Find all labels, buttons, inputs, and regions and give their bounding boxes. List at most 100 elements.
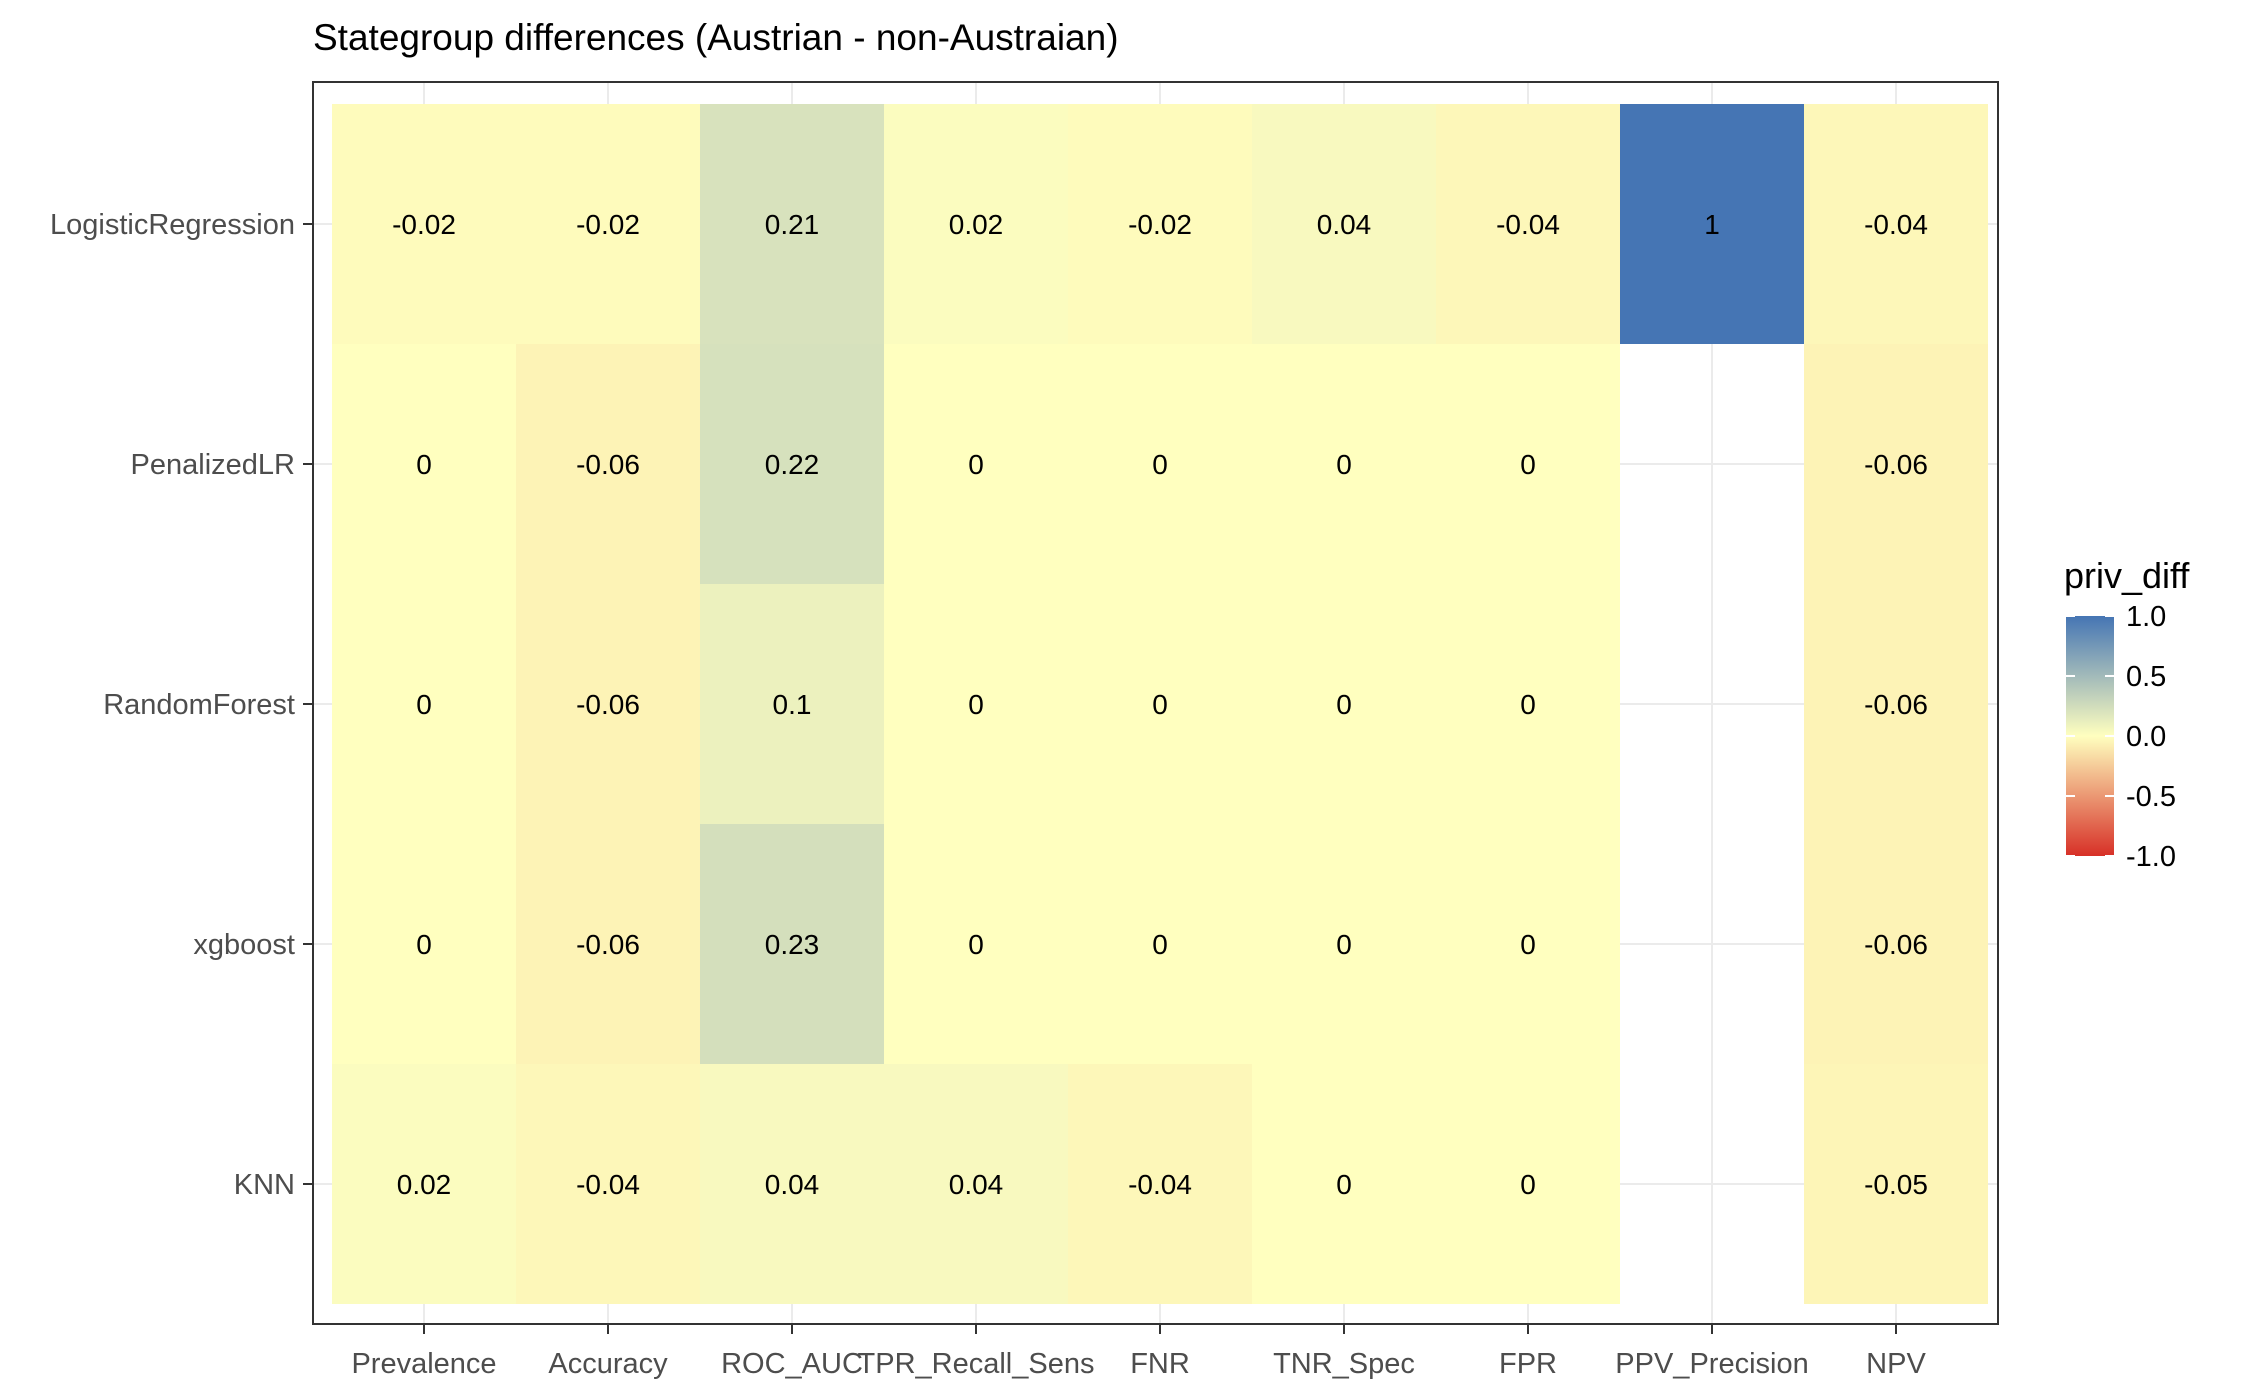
x-tick-label: FPR <box>1499 1348 1557 1380</box>
heatmap-cell <box>332 584 516 824</box>
heatmap-cell <box>1436 824 1620 1064</box>
heatmap-cell <box>700 344 884 584</box>
x-tick-label: ROC_AUC <box>721 1348 863 1380</box>
cell-value-label: 0.04 <box>1317 209 1372 240</box>
heatmap-cell <box>1068 1064 1252 1304</box>
cell-value-label: -0.06 <box>576 929 640 960</box>
cell-value-label: 0.1 <box>773 689 812 720</box>
legend-tick-label: -1.0 <box>2126 841 2176 873</box>
x-axis: Prevalence Accuracy ROC_AUCTPR_Recall_Sens… <box>351 1324 1926 1380</box>
x-tick-label: TNR_Spec <box>1273 1348 1415 1380</box>
x-tick-label: PPV_Precision <box>1615 1348 1808 1380</box>
x-tick-label: Accuracy <box>548 1348 668 1380</box>
cell-value-label: -0.04 <box>1496 209 1560 240</box>
cell-value-label: 0 <box>968 689 984 720</box>
heatmap-cell <box>884 104 1068 344</box>
cell-value-label: 0.02 <box>949 209 1004 240</box>
heatmap-cell <box>516 824 700 1064</box>
y-tick-label: LogisticRegression <box>50 209 295 241</box>
cell-value-label: 0.04 <box>949 1169 1004 1200</box>
cell-value-label: 0 <box>416 449 432 480</box>
y-tick-label: PenalizedLR <box>131 449 295 481</box>
x-tick-label: FNR <box>1130 1348 1190 1380</box>
y-tick-label: RandomForest <box>103 689 295 721</box>
cell-value-label: 0 <box>968 929 984 960</box>
cell-value-label: 0 <box>968 449 984 480</box>
cell-value-label: 0 <box>1336 449 1352 480</box>
legend-tick-label: 0.0 <box>2126 721 2166 753</box>
cell-value-label: -0.06 <box>1864 449 1928 480</box>
heatmap-cell <box>332 1064 516 1304</box>
cell-value-label: 0 <box>416 689 432 720</box>
legend-tick-label: 1.0 <box>2126 601 2166 633</box>
cell-value-label: 0 <box>1520 1169 1536 1200</box>
heatmap-cell <box>700 824 884 1064</box>
cell-value-label: 0 <box>1336 689 1352 720</box>
heatmap-cell <box>1252 104 1436 344</box>
cell-value-label: 0.02 <box>397 1169 452 1200</box>
cell-value-label: -0.02 <box>1128 209 1192 240</box>
heatmap-cell <box>700 104 884 344</box>
heatmap-cell <box>516 584 700 824</box>
chart-title: Stategroup differences (Austrian - non-A… <box>313 17 1119 58</box>
heatmap-cell <box>1252 1064 1436 1304</box>
cell-value-label: 0 <box>1152 689 1168 720</box>
cell-value-label: -0.06 <box>576 689 640 720</box>
heatmap-cell <box>1620 104 1804 344</box>
cell-value-label: -0.04 <box>1128 1169 1192 1200</box>
heatmap-cell <box>1252 824 1436 1064</box>
cell-value-label: 0 <box>416 929 432 960</box>
cell-value-label: -0.05 <box>1864 1169 1928 1200</box>
heatmap-cell <box>700 584 884 824</box>
cell-value-label: 0 <box>1520 929 1536 960</box>
heatmap-cell <box>884 344 1068 584</box>
heatmap-cell <box>516 104 700 344</box>
heatmap-cell <box>332 824 516 1064</box>
heatmap-cell <box>332 344 516 584</box>
cell-value-label: -0.06 <box>1864 929 1928 960</box>
legend-title: priv_diff <box>2064 555 2190 596</box>
heatmap-cell <box>700 1064 884 1304</box>
heatmap-cell <box>1804 344 1988 584</box>
heatmap-cell <box>516 344 700 584</box>
heatmap-cell <box>1068 824 1252 1064</box>
cell-value-label: 0.23 <box>765 929 820 960</box>
legend-tick-label: -0.5 <box>2126 781 2176 813</box>
legend: priv_diff 1.0 0.5 0.0 -0.5 -1.0 <box>2064 555 2190 873</box>
cell-value-label: 1 <box>1704 209 1720 240</box>
cell-value-label: 0.22 <box>765 449 820 480</box>
heatmap-cell <box>1436 344 1620 584</box>
heatmap-cell <box>1068 104 1252 344</box>
cell-value-label: -0.04 <box>1864 209 1928 240</box>
cell-value-label: -0.06 <box>1864 689 1928 720</box>
legend-ticks: 1.0 0.5 0.0 -0.5 -1.0 <box>2066 601 2176 873</box>
cell-value-label: 0 <box>1152 929 1168 960</box>
y-tick-label: KNN <box>234 1169 295 1201</box>
x-tick-label: Prevalence <box>351 1348 496 1380</box>
heatmap-cell <box>884 1064 1068 1304</box>
heatmap-cell <box>1252 344 1436 584</box>
cell-value-label: 0 <box>1336 929 1352 960</box>
x-tick-label: NPV <box>1866 1348 1926 1380</box>
cell-value-label: 0 <box>1520 449 1536 480</box>
y-tick-label: xgboost <box>193 929 295 961</box>
cell-value-label: 0 <box>1336 1169 1352 1200</box>
heatmap-cell <box>1436 104 1620 344</box>
cell-value-label: -0.02 <box>392 209 456 240</box>
x-tick-label: TPR_Recall_Sens <box>858 1348 1095 1380</box>
heatmap-cell <box>1252 584 1436 824</box>
heatmap-cell <box>1068 344 1252 584</box>
cell-value-label: 0.04 <box>765 1169 820 1200</box>
heatmap-cell <box>516 1064 700 1304</box>
cell-value-label: 0 <box>1152 449 1168 480</box>
heatmap-cell <box>1436 584 1620 824</box>
cell-value-label: -0.04 <box>576 1169 640 1200</box>
y-axis: LogisticRegression PenalizedLR RandomFores… <box>50 209 313 1201</box>
heatmap-cells <box>332 104 1988 1304</box>
heatmap-cell <box>1804 1064 1988 1304</box>
cell-value-label: -0.02 <box>576 209 640 240</box>
heatmap-cell <box>884 824 1068 1064</box>
heatmap-cell <box>884 584 1068 824</box>
legend-tick-label: 0.5 <box>2126 661 2166 693</box>
